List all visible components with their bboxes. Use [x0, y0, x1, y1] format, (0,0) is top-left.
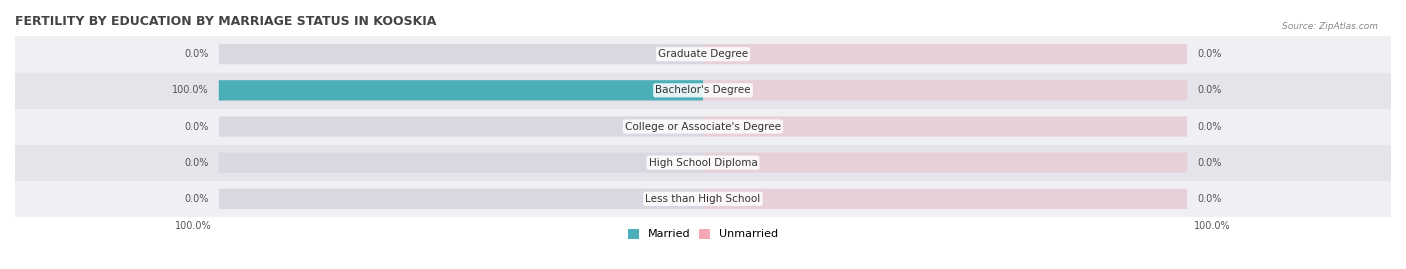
Text: 0.0%: 0.0%: [184, 122, 208, 132]
Text: Graduate Degree: Graduate Degree: [658, 49, 748, 59]
FancyBboxPatch shape: [219, 153, 703, 173]
Text: FERTILITY BY EDUCATION BY MARRIAGE STATUS IN KOOSKIA: FERTILITY BY EDUCATION BY MARRIAGE STATU…: [15, 15, 436, 28]
FancyBboxPatch shape: [219, 116, 703, 137]
FancyBboxPatch shape: [219, 80, 703, 100]
FancyBboxPatch shape: [15, 36, 1391, 73]
Text: Source: ZipAtlas.com: Source: ZipAtlas.com: [1282, 22, 1378, 30]
FancyBboxPatch shape: [219, 189, 703, 209]
Text: 0.0%: 0.0%: [184, 194, 208, 204]
Text: 0.0%: 0.0%: [1198, 49, 1222, 59]
FancyBboxPatch shape: [15, 144, 1391, 181]
Text: 0.0%: 0.0%: [1198, 122, 1222, 132]
FancyBboxPatch shape: [703, 189, 1187, 209]
FancyBboxPatch shape: [219, 80, 703, 100]
FancyBboxPatch shape: [703, 116, 1187, 137]
Text: 0.0%: 0.0%: [1198, 194, 1222, 204]
Text: 100.0%: 100.0%: [172, 85, 208, 95]
FancyBboxPatch shape: [219, 44, 703, 64]
Text: Bachelor's Degree: Bachelor's Degree: [655, 85, 751, 95]
Text: 0.0%: 0.0%: [184, 158, 208, 168]
Text: High School Diploma: High School Diploma: [648, 158, 758, 168]
FancyBboxPatch shape: [703, 153, 1187, 173]
FancyBboxPatch shape: [15, 72, 1391, 109]
Text: Less than High School: Less than High School: [645, 194, 761, 204]
FancyBboxPatch shape: [15, 108, 1391, 145]
Text: 0.0%: 0.0%: [1198, 85, 1222, 95]
Legend: Married, Unmarried: Married, Unmarried: [623, 224, 783, 244]
Text: College or Associate's Degree: College or Associate's Degree: [626, 122, 780, 132]
FancyBboxPatch shape: [15, 180, 1391, 217]
FancyBboxPatch shape: [703, 44, 1187, 64]
FancyBboxPatch shape: [703, 80, 1187, 100]
Text: 0.0%: 0.0%: [184, 49, 208, 59]
Text: 0.0%: 0.0%: [1198, 158, 1222, 168]
